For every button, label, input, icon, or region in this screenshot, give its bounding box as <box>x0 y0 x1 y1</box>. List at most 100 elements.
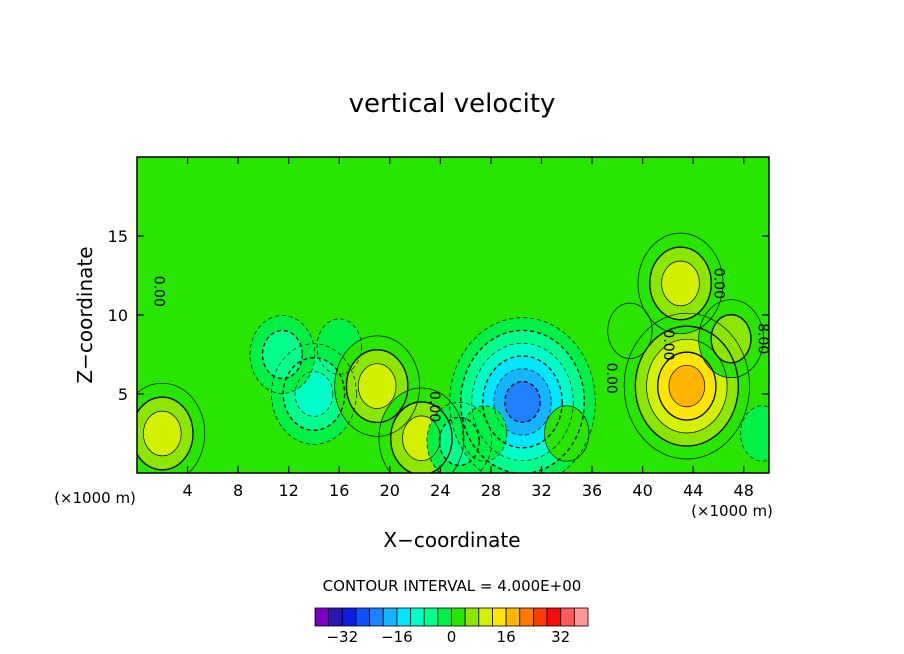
contour-line <box>471 342 574 461</box>
contour-line <box>402 415 441 461</box>
velocity-level-fill <box>262 330 303 379</box>
y-tick-label: 10 <box>108 306 128 325</box>
colorbar-swatch <box>437 607 452 627</box>
contour-label: 0.00 <box>426 391 442 422</box>
colorbar-swatch <box>328 607 343 627</box>
colorbar-swatch <box>341 607 357 627</box>
colorbar <box>314 607 589 627</box>
contour-line <box>426 402 493 473</box>
x-tick-label: 44 <box>683 481 703 500</box>
contour-line <box>710 314 752 364</box>
contour-line <box>282 357 346 431</box>
contour-line <box>462 405 508 462</box>
velocity-level-fill <box>668 365 705 407</box>
colorbar-swatch <box>369 607 384 627</box>
velocity-level-fill <box>661 261 700 306</box>
contour-line <box>637 232 724 335</box>
contour-line <box>261 329 303 380</box>
x-tick-label: 28 <box>481 481 501 500</box>
contour-label: 0.00 <box>660 329 676 360</box>
colorbar-swatch <box>355 607 371 627</box>
contour-line <box>249 315 316 394</box>
y-axis-label: Z−coordinate <box>73 246 97 383</box>
contour-line <box>661 260 700 307</box>
contour-line <box>504 380 541 423</box>
colorbar-swatch <box>410 607 425 627</box>
contour-line <box>143 410 182 457</box>
x-tick-label: 16 <box>329 481 349 500</box>
y-tick-label: 5 <box>118 385 128 404</box>
x-tick-label: 24 <box>430 481 450 500</box>
velocity-cell <box>740 405 769 462</box>
velocity-level-fill <box>711 314 751 363</box>
contour-line <box>357 363 397 409</box>
x-axis-ticks: 4 8 12 16 20 24 28 32 36 40 44 48 <box>182 157 754 500</box>
velocity-cell <box>638 233 724 334</box>
velocity-level-fill <box>358 363 397 409</box>
velocity-level-fill <box>143 411 182 456</box>
contour-line <box>698 299 764 379</box>
colorbar-swatch <box>573 607 589 627</box>
chart-title: vertical velocity <box>349 89 556 119</box>
colorbar-swatch <box>546 607 562 627</box>
velocity-cell <box>249 315 315 394</box>
colorbar-tick-label: 32 <box>551 628 570 646</box>
x-tick-label: 8 <box>233 481 243 500</box>
x-unit-label-left: (×1000 m) <box>54 489 136 507</box>
colorbar-swatch <box>492 607 507 627</box>
contour-label: 0.00 <box>603 363 619 394</box>
contour-line <box>316 318 362 375</box>
velocity-level-fill <box>504 381 541 423</box>
contour-interval-text: CONTOUR INTERVAL = 4.000E+00 <box>323 577 582 595</box>
colorbar-swatch <box>314 607 330 627</box>
contour-line <box>137 382 206 473</box>
velocity-cell <box>137 383 205 473</box>
contour-line <box>607 302 653 359</box>
colorbar-tick-label: 16 <box>497 628 516 646</box>
contour-line <box>493 368 552 436</box>
colorbar-swatch <box>423 607 439 627</box>
x-tick-label: 40 <box>632 481 652 500</box>
colorbar-swatch <box>560 607 575 627</box>
colorbar-swatch <box>451 607 466 627</box>
contour-line <box>649 246 712 321</box>
colorbar-tick-label: 0 <box>447 628 457 646</box>
colorbar-swatch <box>396 607 411 627</box>
colorbar-swatch <box>382 607 398 627</box>
contour-line <box>482 355 563 449</box>
x-tick-label: 32 <box>531 481 551 500</box>
contour-line <box>623 312 750 460</box>
x-unit-label-right: (×1000 m) <box>691 502 773 520</box>
colorbar-swatch <box>478 607 493 627</box>
velocity-level-fill <box>740 405 769 462</box>
colorbar-swatch <box>464 607 480 627</box>
colorbar-swatch <box>505 607 521 627</box>
contour-line <box>668 364 706 408</box>
colorbar-swatch <box>519 607 534 627</box>
contour-line <box>646 338 728 434</box>
colorbar-swatch <box>533 607 548 627</box>
y-axis-ticks: 5 10 15 <box>108 227 769 404</box>
velocity-level-fill <box>607 303 653 359</box>
contour-line <box>378 387 465 473</box>
contour-line <box>460 329 585 473</box>
y-tick-label: 15 <box>108 227 128 246</box>
x-tick-label: 12 <box>279 481 299 500</box>
colorbar-tick-labels: −32 −16 0 16 32 <box>326 628 570 646</box>
contour-label: 0.00 <box>150 276 166 307</box>
x-tick-label: 36 <box>582 481 602 500</box>
contour-line <box>657 351 717 421</box>
contour-line <box>334 335 421 437</box>
x-tick-label: 48 <box>734 481 754 500</box>
velocity-level-fill <box>544 405 589 462</box>
contour-label: 8.00 <box>755 323 771 354</box>
contour-line <box>137 396 194 471</box>
contour-line <box>449 317 596 473</box>
contour-line <box>271 343 357 445</box>
contour-line <box>438 416 480 467</box>
velocity-cell <box>607 303 653 359</box>
contour-label: 0.00 <box>710 268 726 299</box>
x-tick-label: 20 <box>380 481 400 500</box>
contour-line <box>390 401 453 473</box>
